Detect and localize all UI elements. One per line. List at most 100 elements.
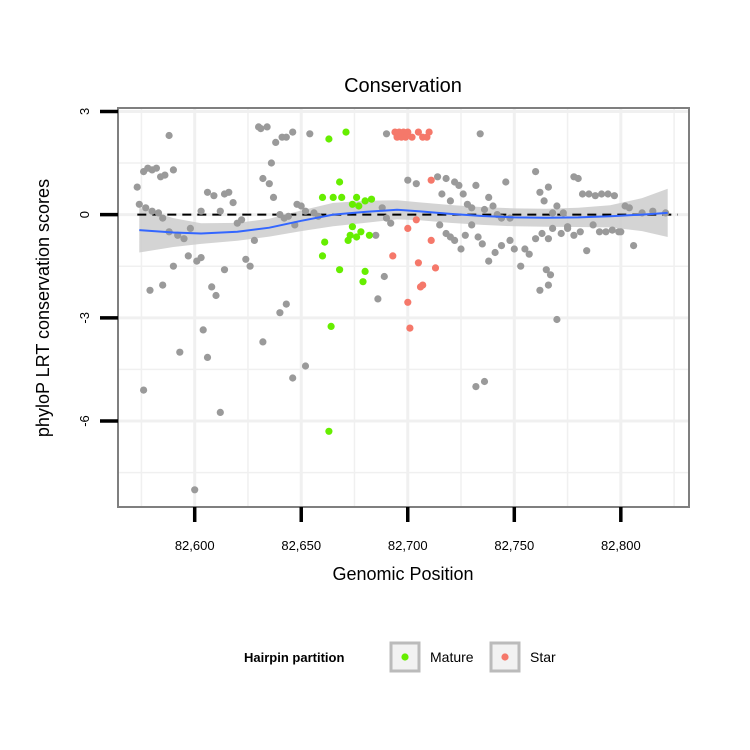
point-other [480,205,489,214]
point-star [427,236,435,244]
point-other [544,183,553,191]
point-other [591,192,599,200]
point-other [135,200,143,208]
point-other [186,224,194,232]
point-other [152,164,160,172]
legend-label-mature: Mature [430,649,474,665]
point-other [259,338,267,346]
y-axis-title: phyloP LRT conservation scores [33,179,53,437]
point-mature [353,233,361,241]
point-other [544,235,553,243]
point-other [506,236,514,244]
point-other [476,130,484,138]
point-other [442,174,450,183]
point-other [203,353,212,361]
point-star [389,252,397,260]
legend-title: Hairpin partition [244,650,344,665]
point-mature [327,322,335,330]
point-star [408,133,416,141]
point-other [595,228,604,236]
point-other [176,348,184,356]
point-other [154,209,163,217]
point-other [536,188,544,196]
y-tick-label: 0 [77,211,92,218]
points-layer [133,123,670,494]
point-mature [321,238,329,246]
point-other [159,214,167,222]
plot-background [118,108,689,507]
point-other [540,197,548,205]
smooth-line-layer [139,208,668,235]
point-other [197,254,205,262]
point-other [485,193,493,201]
point-other [570,231,578,239]
point-mature [336,266,344,274]
point-mature [348,223,356,231]
smooth-line [139,208,668,235]
point-other [468,204,476,212]
point-other [259,174,267,183]
x-tick-label: 82,700 [388,538,428,553]
point-other [238,216,246,224]
point-mature [318,193,327,201]
point-other [478,240,486,248]
point-other [459,190,467,198]
point-star [406,324,414,332]
point-star [412,216,420,224]
point-other [265,180,273,188]
point-other [589,221,597,229]
point-other [208,283,216,291]
point-other [269,193,278,201]
point-other [480,377,489,386]
point-other [297,202,305,210]
point-other [472,383,480,391]
point-other [404,176,412,184]
point-other [289,374,297,382]
point-other [574,174,582,183]
point-other [374,295,382,303]
point-other [282,300,290,308]
point-other [472,181,480,189]
point-mature [342,128,350,136]
point-other [282,133,290,141]
point-star [431,264,440,272]
point-other [502,178,510,186]
point-other [306,130,314,138]
point-other [165,131,173,140]
point-other [133,183,141,191]
point-other [140,386,148,394]
point-other [474,233,482,241]
point-mature [357,228,365,236]
point-mature [355,202,363,210]
point-other [199,326,207,334]
point-other [544,281,553,289]
chart-title: Conservation [344,75,462,97]
point-other [212,291,220,300]
point-other [301,207,310,215]
point-other [564,223,572,231]
x-axis: 82,600 82,650 82,700 82,750 82,800 [175,507,641,553]
y-tick-label: 3 [77,108,92,115]
point-other [169,262,177,270]
point-mature [361,197,369,205]
point-other [532,168,540,176]
point-other [250,236,258,244]
point-other [485,257,493,265]
point-star [423,133,431,141]
point-other [446,197,454,205]
point-other [604,190,612,198]
point-other [382,130,391,138]
point-other [197,207,205,215]
legend: Hairpin partition Mature Star [244,641,556,673]
point-other [491,248,499,257]
point-other [267,159,275,167]
point-other [553,202,561,210]
point-other [557,229,565,238]
point-other [229,199,237,207]
y-tick-label: -3 [77,312,92,324]
point-other [578,190,587,198]
point-star [414,128,422,136]
point-other [242,255,250,263]
point-other [455,181,463,189]
